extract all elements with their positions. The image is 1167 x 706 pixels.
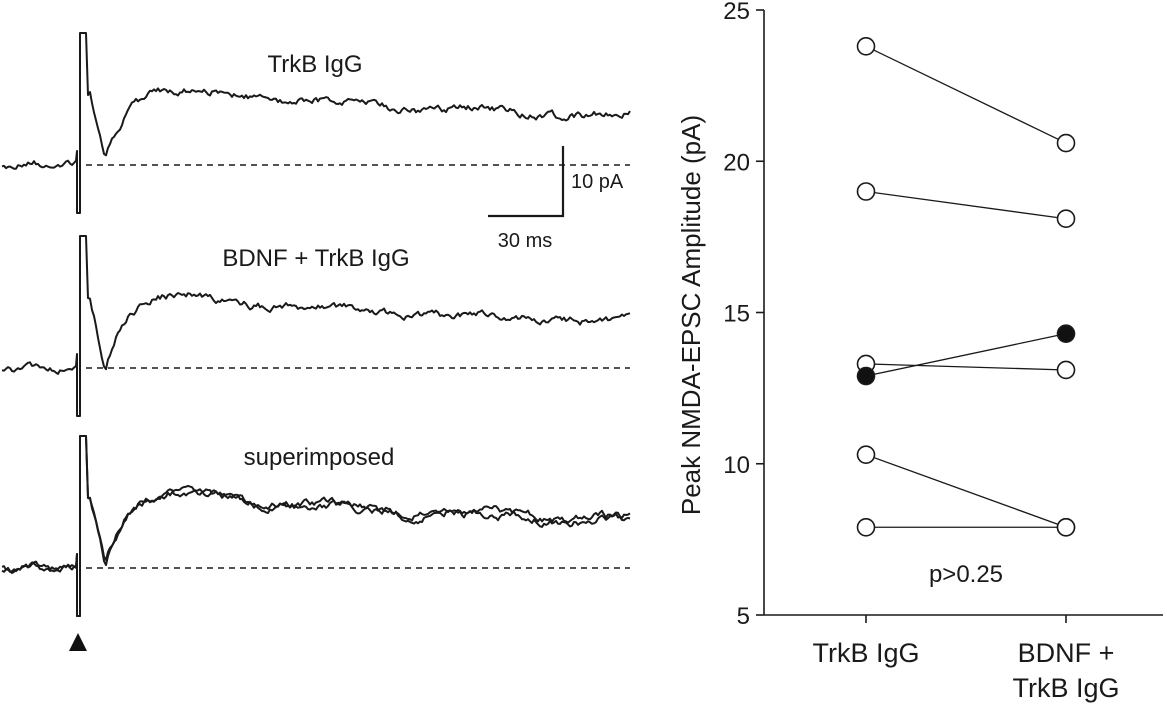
traces-panel — [1, 32, 631, 617]
trace-superimposed-a — [1, 435, 631, 617]
stimulus-triangle-icon — [69, 633, 87, 651]
data-point-open — [1056, 133, 1076, 153]
y-tick-label: 25 — [723, 0, 750, 25]
data-point-open — [1056, 517, 1076, 537]
y-tick-label: 20 — [723, 149, 750, 176]
trace-bdnf-trkb — [1, 235, 631, 417]
pair-line — [865, 333, 1067, 377]
pair-line — [865, 363, 1067, 371]
trace-label-trkb: TrkB IgG — [267, 51, 362, 78]
y-tick-label: 5 — [737, 603, 750, 630]
y-tick-label: 10 — [723, 452, 750, 479]
trace-label-bdnf-trkb: BDNF + TrkB IgG — [222, 245, 409, 272]
data-point-open — [856, 445, 876, 464]
trace-label-superimposed: superimposed — [244, 444, 395, 471]
x-tick-label-trkb: TrkB IgG — [812, 638, 919, 668]
pair-line — [865, 45, 1067, 144]
data-point-open — [1056, 360, 1076, 380]
pair-line — [865, 190, 1067, 220]
data-point-filled — [1056, 324, 1076, 343]
data-point-open — [1056, 209, 1076, 229]
x-tick-label-bdnf-line2: TrkB IgG — [1012, 673, 1119, 703]
data-point-open — [856, 517, 876, 537]
scale-bar — [488, 146, 565, 218]
y-axis-label: Peak NMDA-EPSC Amplitude (pA) — [676, 115, 706, 515]
data-point-open — [856, 36, 876, 56]
trace-trkb — [1, 32, 631, 214]
data-point-filled — [856, 366, 876, 386]
paired-plot: 5 10 15 20 25 — [723, 0, 1163, 630]
p-value-annotation: p>0.25 — [929, 561, 1003, 588]
y-tick-label: 15 — [723, 301, 750, 328]
data-point-open — [856, 182, 876, 201]
x-tick-label-bdnf-line1: BDNF + — [1018, 638, 1115, 668]
pair-line — [865, 454, 1067, 528]
scale-bar-horizontal-label: 30 ms — [498, 230, 552, 252]
trace-superimposed-b — [1, 435, 631, 617]
scale-bar-vertical-label: 10 pA — [571, 171, 624, 193]
